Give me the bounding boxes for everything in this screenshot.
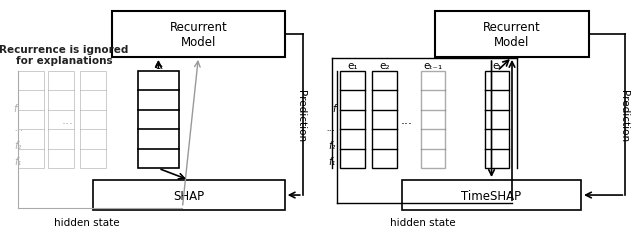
Text: f₁: f₁ (14, 157, 21, 167)
Text: eₜ: eₜ (154, 61, 163, 71)
Bar (435, 12, 589, 58)
Text: ...: ... (14, 122, 24, 132)
Text: Prediction: Prediction (619, 90, 629, 141)
Text: e₂: e₂ (380, 61, 390, 71)
Text: f₁: f₁ (329, 157, 336, 167)
Text: hidden state: hidden state (54, 217, 119, 227)
Text: Recurrence is ignored
for explanations: Recurrence is ignored for explanations (0, 45, 129, 66)
Text: TimeSHAP: TimeSHAP (461, 189, 522, 202)
Text: e₁: e₁ (348, 61, 358, 71)
Bar (48, 72, 74, 169)
Bar (138, 72, 179, 169)
Text: SHAP: SHAP (173, 189, 204, 202)
Text: Prediction: Prediction (296, 90, 306, 141)
Text: hidden state: hidden state (390, 217, 455, 227)
Bar (372, 72, 397, 169)
Bar (485, 72, 509, 169)
Text: eₜ: eₜ (493, 61, 502, 71)
Text: Recurrent
Model: Recurrent Model (170, 21, 227, 49)
Text: ...: ... (401, 114, 412, 127)
Text: ...: ... (326, 122, 336, 132)
Text: f⁤: f⁤ (14, 103, 17, 114)
Bar (80, 72, 106, 169)
Bar (402, 180, 581, 210)
Text: f₂: f₂ (329, 140, 336, 151)
Bar (18, 72, 44, 169)
Text: f⁤: f⁤ (333, 103, 336, 114)
Bar (93, 180, 285, 210)
Text: eₜ₋₁: eₜ₋₁ (424, 61, 443, 71)
Text: f₂: f₂ (14, 140, 21, 151)
Bar (112, 12, 285, 58)
Bar (340, 72, 365, 169)
Text: Recurrent
Model: Recurrent Model (483, 21, 541, 49)
Bar (421, 72, 445, 169)
Text: ...: ... (61, 114, 73, 127)
